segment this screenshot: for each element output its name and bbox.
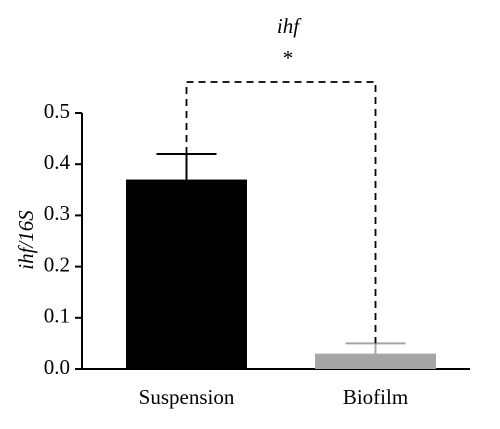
y-tick-label: 0.5 [44, 99, 70, 123]
y-tick-label: 0.3 [44, 201, 70, 225]
y-tick-label: 0.1 [44, 304, 70, 328]
bar [126, 179, 247, 369]
x-tick-label: Biofilm [343, 385, 408, 409]
x-tick-label: Suspension [139, 385, 235, 409]
y-tick-label: 0.4 [44, 150, 71, 174]
y-tick-label: 0.2 [44, 252, 70, 276]
y-tick-label: 0.0 [44, 355, 70, 379]
significance-mark: * [283, 46, 294, 70]
bar [315, 353, 436, 369]
chart-title: ihf [277, 14, 302, 38]
y-axis-label: ihf/16S [14, 210, 38, 270]
